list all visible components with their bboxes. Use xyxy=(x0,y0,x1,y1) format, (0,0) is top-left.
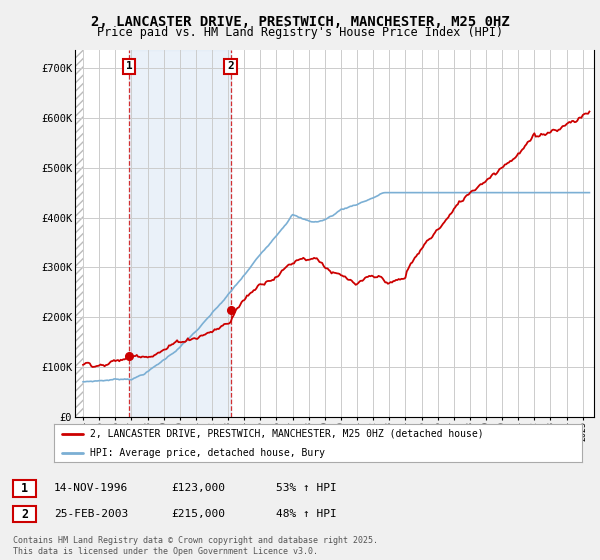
Text: Contains HM Land Registry data © Crown copyright and database right 2025.
This d: Contains HM Land Registry data © Crown c… xyxy=(13,536,378,556)
Text: HPI: Average price, detached house, Bury: HPI: Average price, detached house, Bury xyxy=(90,447,325,458)
Bar xyxy=(130,50,230,417)
Bar xyxy=(75,50,83,417)
Text: 2: 2 xyxy=(21,507,28,521)
Text: 48% ↑ HPI: 48% ↑ HPI xyxy=(276,509,337,519)
Text: Price paid vs. HM Land Registry's House Price Index (HPI): Price paid vs. HM Land Registry's House … xyxy=(97,26,503,39)
Bar xyxy=(75,50,83,417)
Text: £215,000: £215,000 xyxy=(171,509,225,519)
Text: 2, LANCASTER DRIVE, PRESTWICH, MANCHESTER, M25 0HZ: 2, LANCASTER DRIVE, PRESTWICH, MANCHESTE… xyxy=(91,15,509,29)
Text: 1: 1 xyxy=(21,482,28,495)
Text: 14-NOV-1996: 14-NOV-1996 xyxy=(54,483,128,493)
Text: 2: 2 xyxy=(227,62,234,72)
Text: 25-FEB-2003: 25-FEB-2003 xyxy=(54,509,128,519)
Text: 2, LANCASTER DRIVE, PRESTWICH, MANCHESTER, M25 0HZ (detached house): 2, LANCASTER DRIVE, PRESTWICH, MANCHESTE… xyxy=(90,429,484,439)
Text: 53% ↑ HPI: 53% ↑ HPI xyxy=(276,483,337,493)
Text: 1: 1 xyxy=(126,62,133,72)
Text: £123,000: £123,000 xyxy=(171,483,225,493)
